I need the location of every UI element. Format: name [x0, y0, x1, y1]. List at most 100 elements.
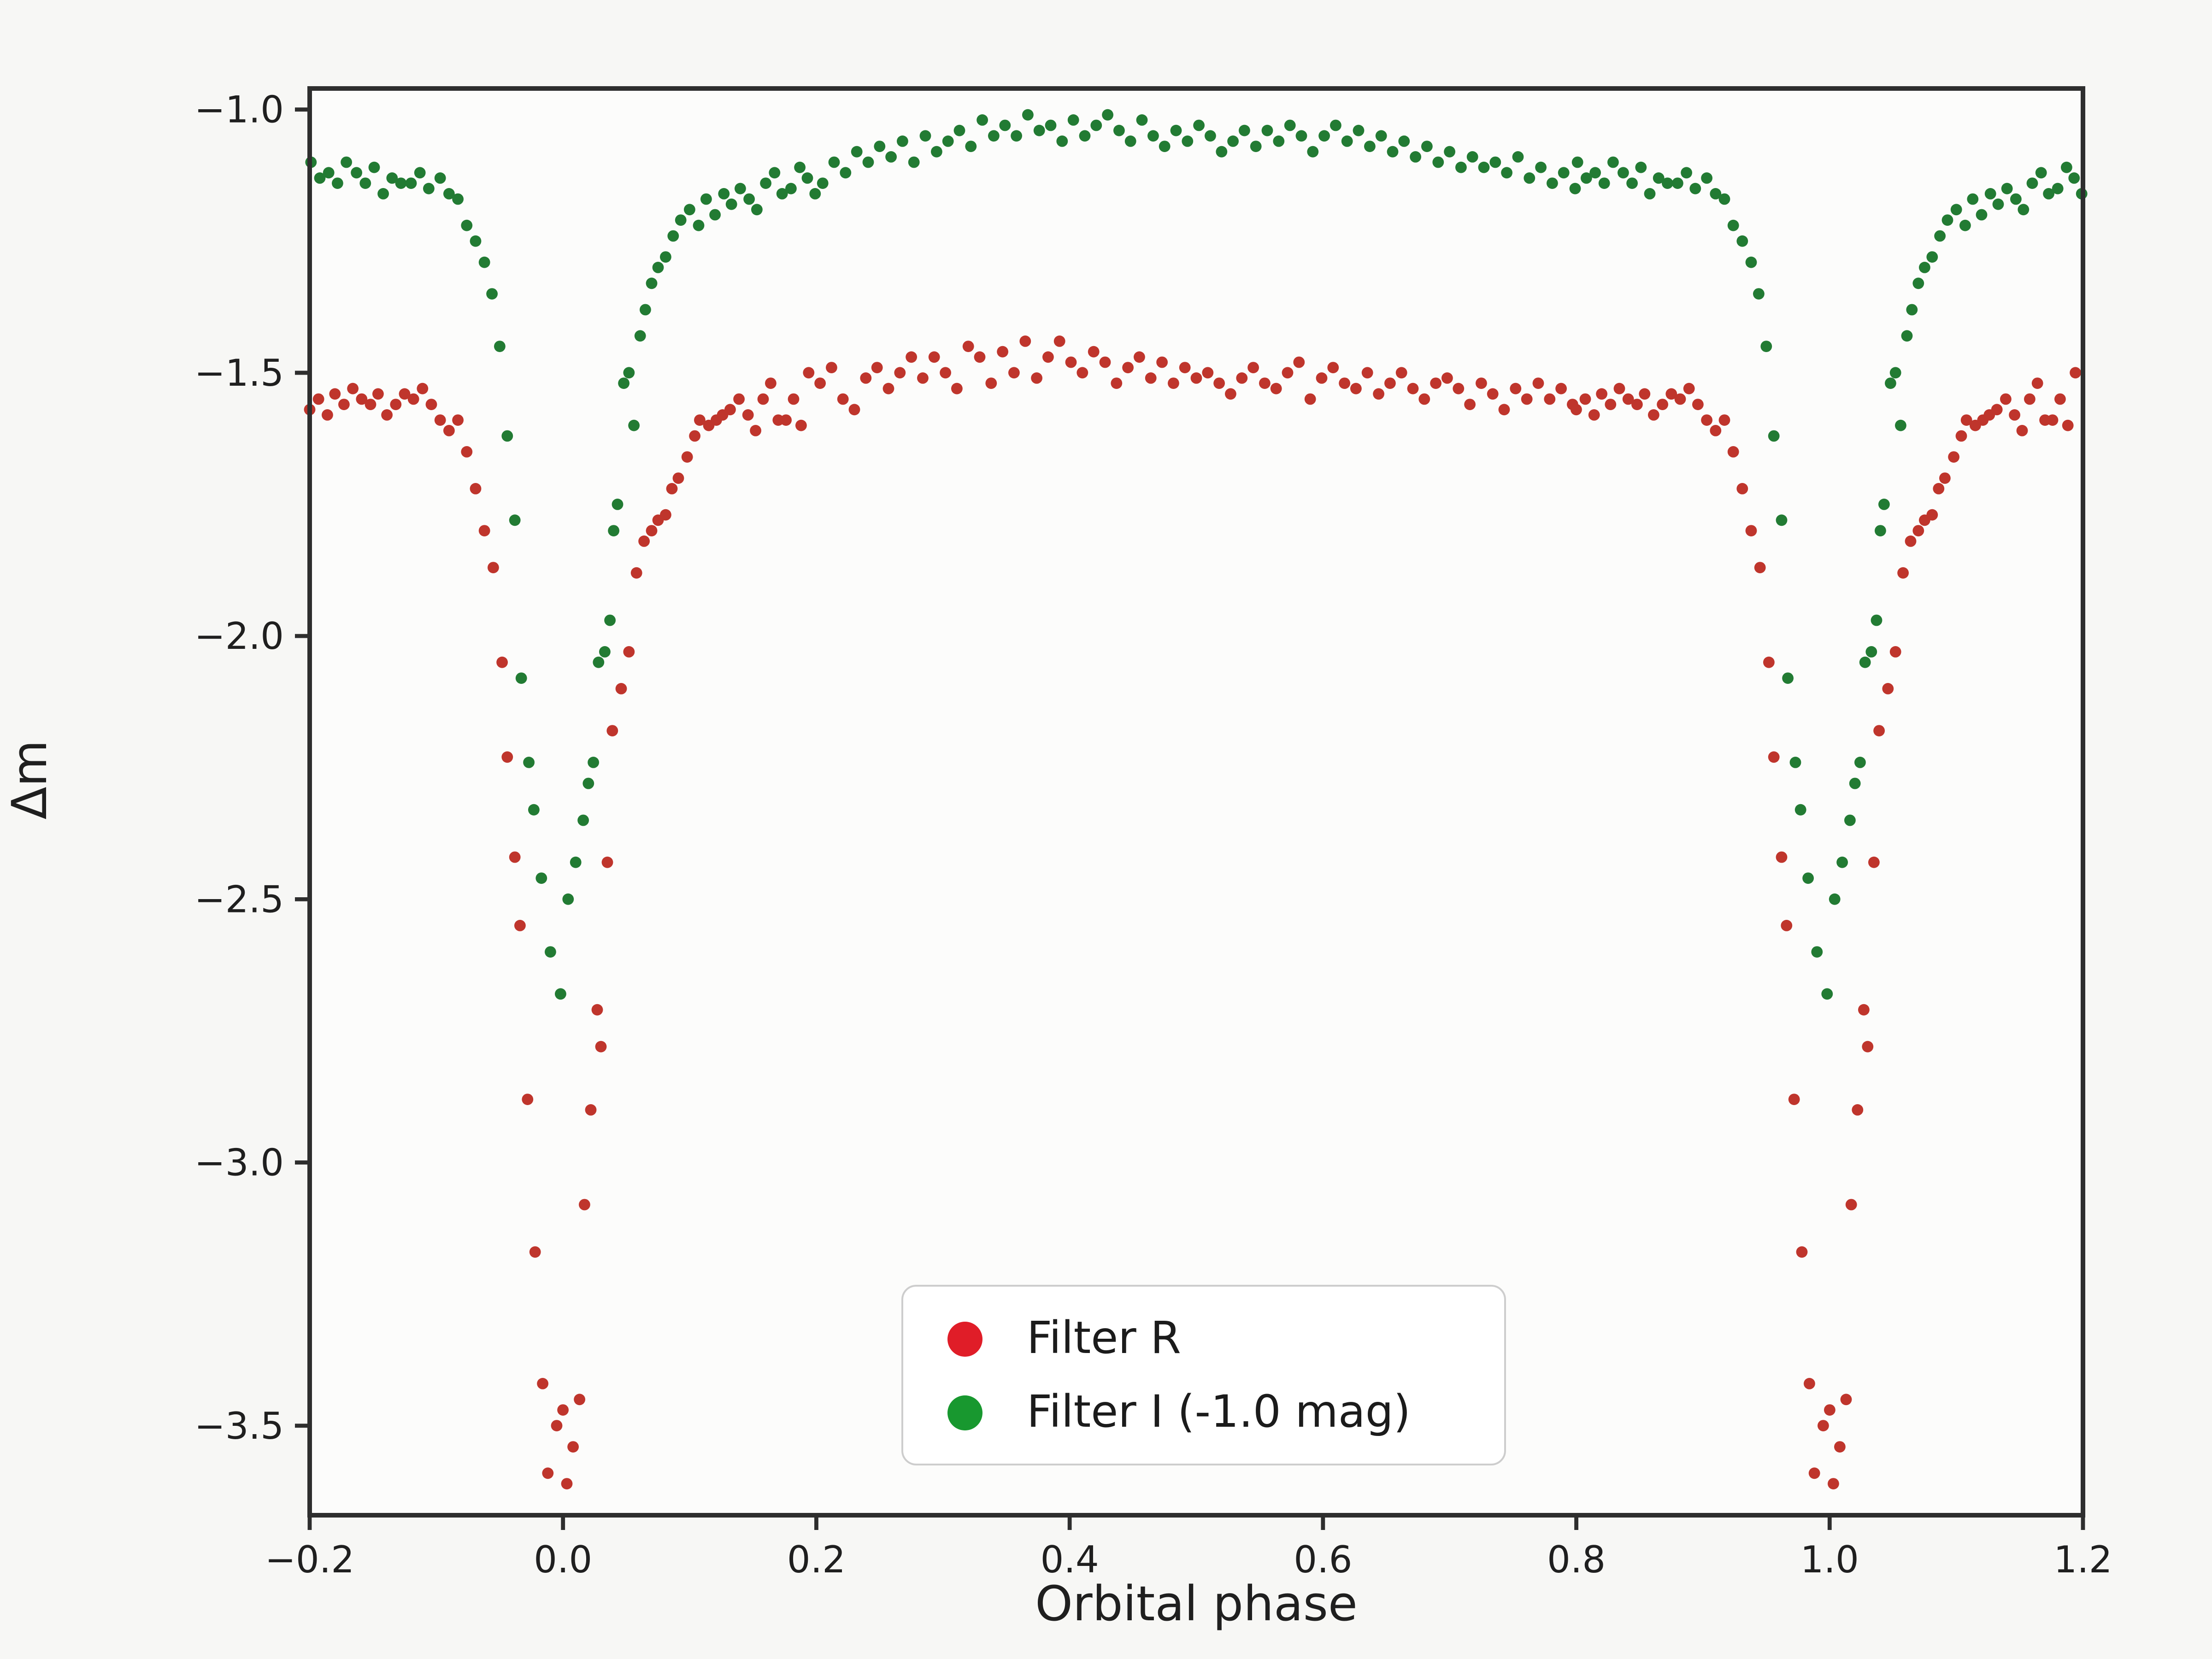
data-point — [1033, 124, 1045, 136]
data-point — [919, 130, 931, 142]
data-point — [501, 430, 513, 442]
data-point — [1794, 804, 1806, 816]
data-point — [577, 814, 589, 826]
data-point — [1270, 382, 1282, 394]
data-point — [1088, 346, 1100, 358]
data-point — [417, 382, 429, 394]
data-point — [1662, 177, 1673, 189]
data-point — [1295, 130, 1307, 142]
data-point — [1156, 356, 1168, 368]
data-point — [1213, 377, 1225, 389]
data-point — [1828, 1478, 1839, 1490]
data-point — [765, 377, 777, 389]
data-point — [1789, 757, 1801, 768]
data-point — [1905, 535, 1917, 547]
data-point — [567, 1441, 579, 1453]
data-point — [1607, 156, 1619, 168]
data-point — [1339, 377, 1351, 389]
data-point — [595, 1041, 607, 1053]
y-tick-label: −2.5 — [194, 878, 284, 921]
data-point — [646, 277, 658, 289]
data-point — [942, 135, 954, 147]
data-point — [1776, 514, 1788, 526]
data-point — [395, 177, 407, 189]
data-point — [1824, 1404, 1835, 1416]
data-point — [1781, 920, 1793, 931]
data-point — [2001, 182, 2013, 194]
data-point — [1581, 172, 1592, 184]
data-point — [1182, 135, 1194, 147]
data-point — [974, 351, 986, 363]
data-point — [1247, 362, 1259, 373]
data-point — [1019, 335, 1031, 347]
data-point — [1701, 414, 1713, 426]
data-point — [953, 124, 965, 136]
data-point — [423, 182, 435, 194]
data-point — [1544, 393, 1556, 405]
data-point — [1878, 499, 1890, 510]
data-point — [1353, 124, 1365, 136]
data-point — [999, 119, 1011, 131]
data-point — [1111, 377, 1123, 389]
data-point — [675, 214, 687, 226]
data-point — [660, 509, 671, 521]
data-point — [2009, 409, 2020, 421]
data-point — [1168, 377, 1179, 389]
data-point — [1053, 335, 1065, 347]
data-point — [452, 193, 464, 205]
data-point — [1776, 851, 1788, 863]
data-point — [871, 362, 883, 373]
legend-label-filter-r: Filter R — [1027, 1312, 1181, 1364]
data-point — [434, 172, 446, 184]
data-point — [1008, 367, 1020, 379]
data-point — [1768, 751, 1780, 763]
data-point — [623, 646, 635, 658]
data-point — [733, 393, 745, 405]
data-point — [1498, 404, 1510, 416]
data-point — [666, 483, 678, 494]
data-point — [425, 399, 437, 410]
data-point — [537, 1378, 548, 1389]
data-point — [897, 135, 908, 147]
data-point — [1976, 209, 1988, 221]
data-point — [414, 167, 426, 179]
data-point — [1407, 382, 1419, 394]
data-point — [1159, 141, 1171, 152]
data-point — [478, 525, 490, 536]
data-point — [848, 404, 860, 416]
data-point — [501, 751, 513, 763]
data-point — [1960, 414, 1972, 426]
data-point — [1065, 356, 1077, 368]
data-point — [757, 393, 769, 405]
data-point — [1134, 351, 1145, 363]
data-point — [1873, 725, 1885, 736]
legend: Filter R Filter I (-1.0 mag) — [901, 1285, 1506, 1465]
data-point — [1736, 483, 1748, 494]
data-point — [1710, 425, 1722, 436]
data-point — [1745, 256, 1757, 268]
data-point — [356, 393, 368, 405]
data-point — [2054, 393, 2066, 405]
data-point — [574, 1394, 585, 1406]
data-point — [908, 156, 920, 168]
y-tick-label: −1.0 — [194, 88, 284, 131]
data-point — [338, 399, 350, 410]
data-point — [523, 757, 535, 768]
data-point — [742, 409, 754, 421]
data-point — [1284, 119, 1296, 131]
data-point — [1102, 109, 1114, 121]
data-point — [1933, 483, 1945, 494]
data-point — [1635, 161, 1647, 173]
axes-spines — [307, 86, 2085, 1518]
data-point — [788, 393, 800, 405]
data-point — [882, 382, 894, 394]
data-point — [1090, 119, 1102, 131]
data-point — [2052, 182, 2064, 194]
data-point — [461, 446, 473, 458]
data-point — [579, 1199, 590, 1211]
data-point — [1512, 151, 1524, 163]
data-point — [612, 499, 624, 510]
data-point — [1718, 414, 1730, 426]
data-point — [1524, 172, 1535, 184]
y-tick-label: −3.0 — [194, 1141, 284, 1184]
